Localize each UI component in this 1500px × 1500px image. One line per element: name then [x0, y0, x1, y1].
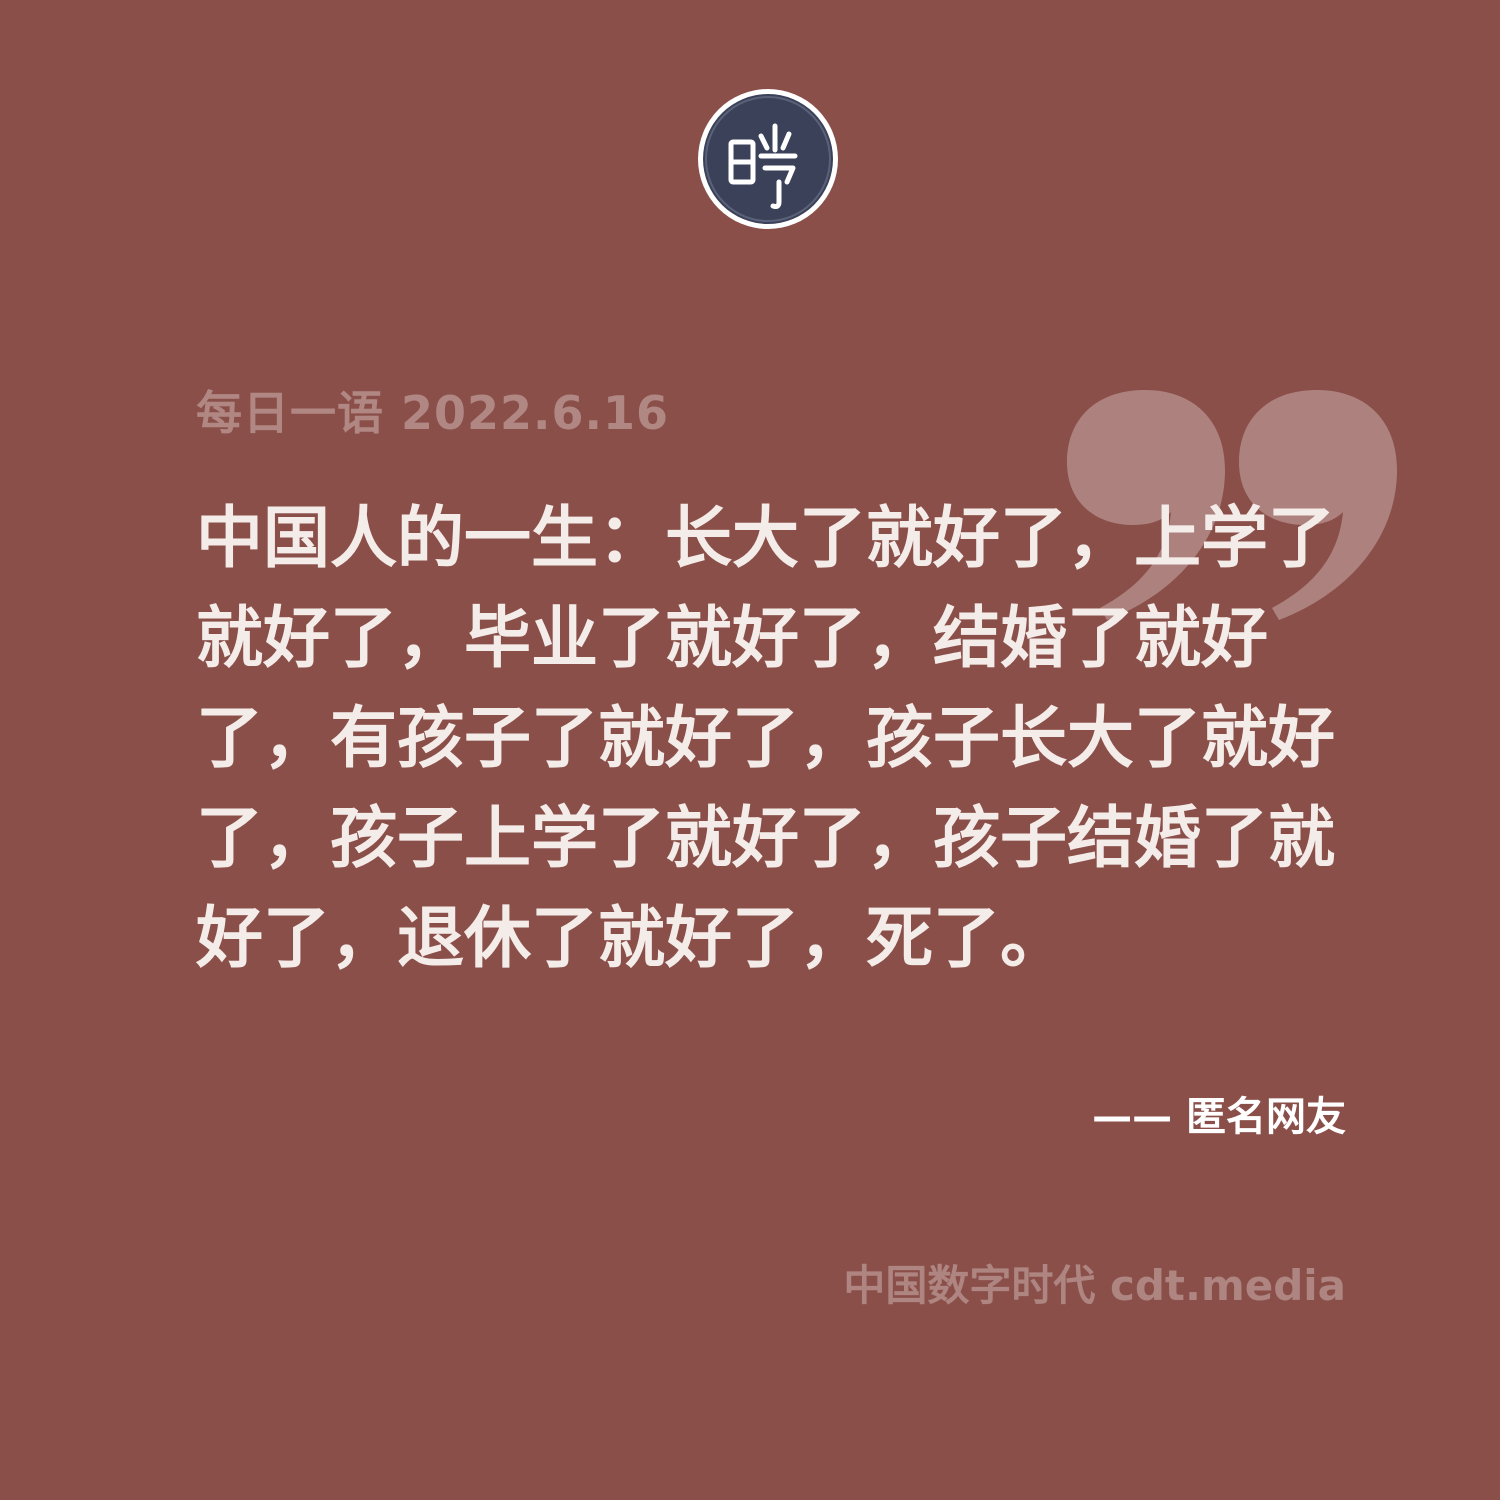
attribution-author: —— 匿名网友 — [1092, 1094, 1346, 1140]
logo-seal-icon — [695, 86, 841, 232]
closing-quote-icon — [1055, 380, 1405, 620]
footer-brand: 中国数字时代 cdt.media — [843, 1261, 1346, 1310]
date-heading: 每日一语 2022.6.16 — [196, 386, 670, 440]
quote-text: 中国人的一生：长大了就好了，上学了就好了，毕业了就好了，结婚了就好了，有孩子了就… — [196, 498, 1335, 977]
